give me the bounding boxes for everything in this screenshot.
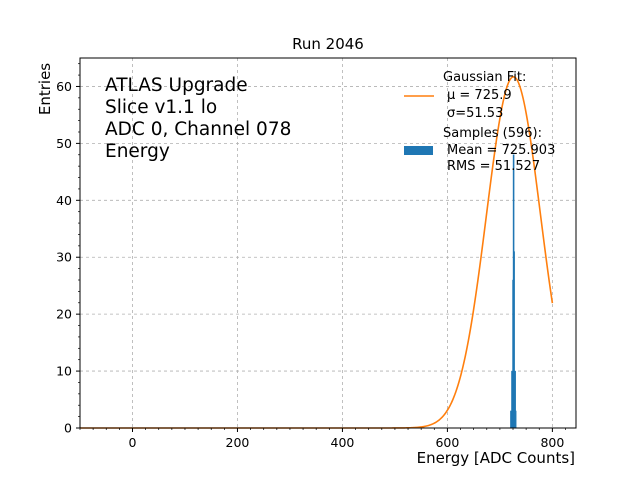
y-tick-label: 30 bbox=[56, 250, 72, 265]
y-tick-label: 60 bbox=[56, 79, 72, 94]
y-tick-label: 0 bbox=[64, 421, 72, 436]
legend-histogram-mean: Mean = 725.903 bbox=[447, 143, 555, 158]
legend-fit-title: Gaussian Fit: bbox=[443, 70, 526, 85]
legend-fit-mu: μ = 725.9 bbox=[447, 88, 512, 103]
y-axis-label: Entries bbox=[36, 63, 54, 115]
x-tick-label: 400 bbox=[331, 435, 355, 450]
x-tick-label: 800 bbox=[540, 435, 564, 450]
x-tick-label: 600 bbox=[435, 435, 459, 450]
annotation-block: ATLAS Upgrade Slice v1.1 lo ADC 0, Chann… bbox=[105, 75, 291, 162]
y-tick-label: 40 bbox=[56, 193, 72, 208]
annotation-line-quantity: Energy bbox=[105, 141, 170, 162]
plot-area bbox=[80, 58, 576, 428]
axis-ticks: 0 200 400 600 800 0 10 20 30 40 50 60 bbox=[56, 63, 566, 450]
legend-histogram-swatch bbox=[404, 146, 433, 155]
x-axis-label: Energy [ADC Counts] bbox=[417, 449, 575, 467]
x-tick-label: 200 bbox=[226, 435, 250, 450]
y-tick-label: 10 bbox=[56, 364, 72, 379]
histogram-bar bbox=[515, 410, 517, 429]
legend-fit-sigma: σ=51.53 bbox=[447, 106, 503, 121]
chart-title: Run 2046 bbox=[292, 35, 364, 53]
annotation-line-slice: Slice v1.1 lo bbox=[105, 97, 217, 118]
legend-histogram-title: Samples (596): bbox=[443, 126, 542, 141]
x-tick-label: 0 bbox=[129, 435, 137, 450]
y-tick-label: 20 bbox=[56, 307, 72, 322]
legend-histogram-rms: RMS = 51.527 bbox=[447, 159, 540, 174]
annotation-line-channel: ADC 0, Channel 078 bbox=[105, 119, 291, 140]
legend: Gaussian Fit: μ = 725.9 σ=51.53 Samples … bbox=[404, 70, 555, 174]
plot-frame bbox=[79, 57, 577, 429]
annotation-line-experiment: ATLAS Upgrade bbox=[105, 75, 248, 96]
y-tick-label: 50 bbox=[56, 136, 72, 151]
